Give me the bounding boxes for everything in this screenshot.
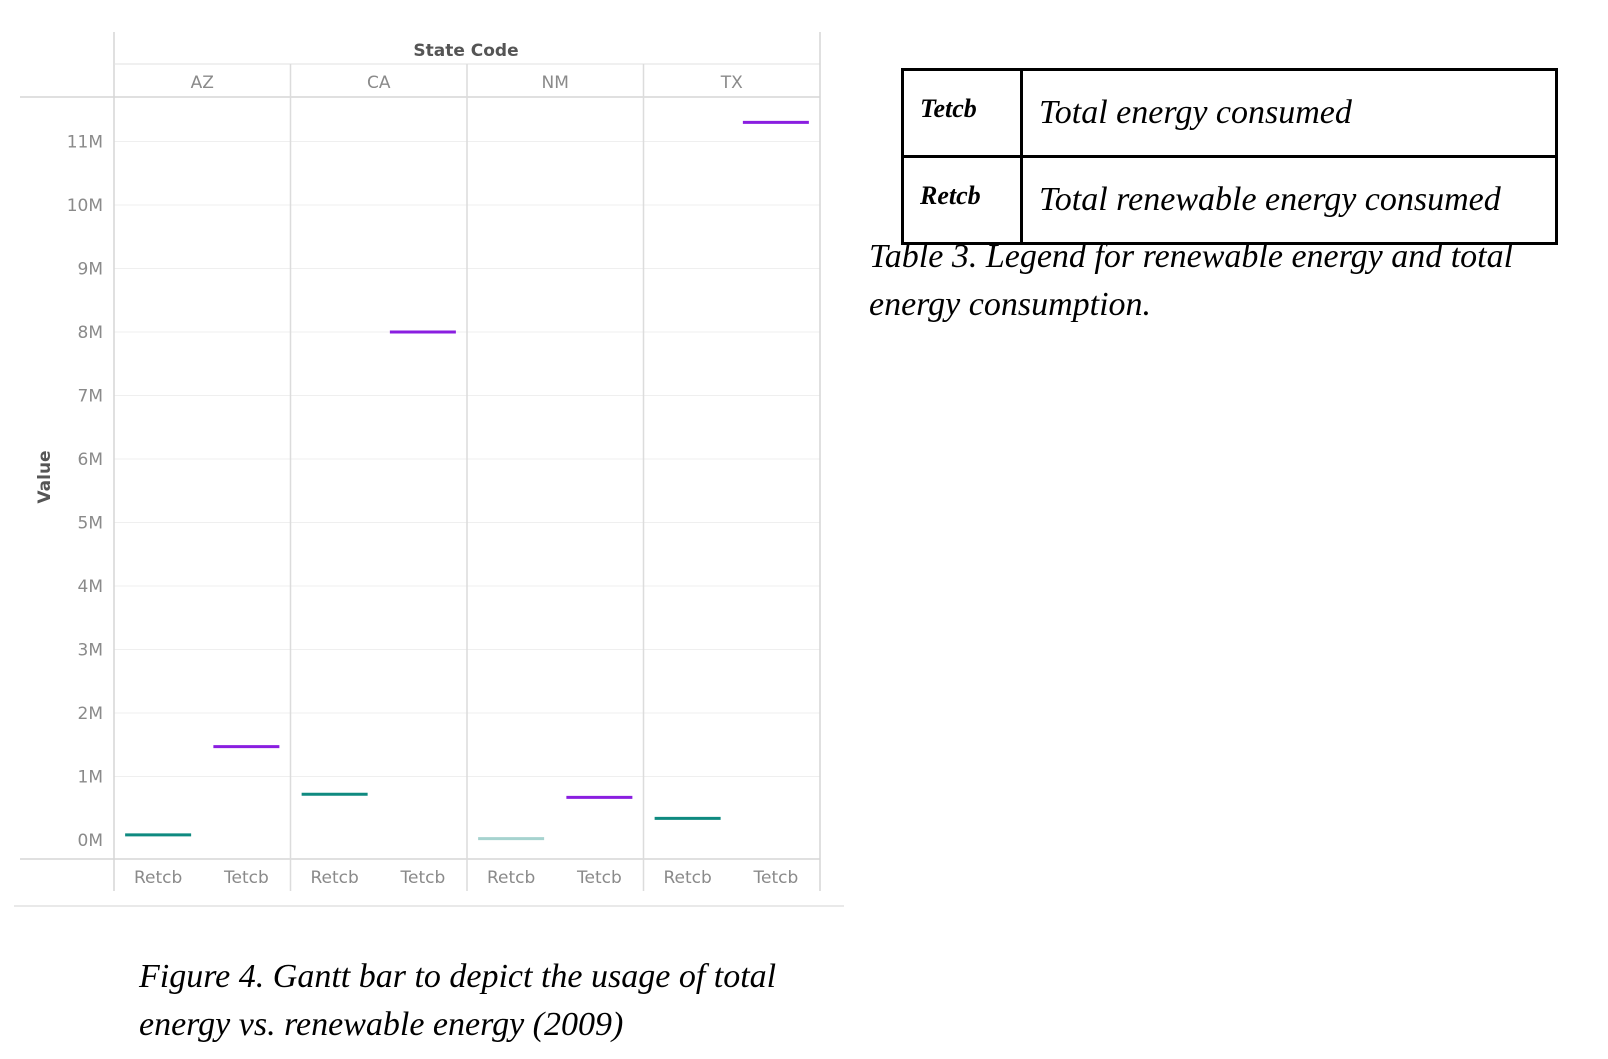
- chart-title: State Code: [413, 41, 518, 61]
- panel-headers: AZ CA NM TX: [191, 73, 744, 93]
- y-tick-label: 2M: [78, 704, 103, 724]
- y-tick-label: 11M: [67, 132, 103, 152]
- table-caption: Table 3. Legend for renewable energy and…: [869, 238, 1514, 323]
- x-tick-label: Tetcb: [576, 868, 622, 888]
- panel-header-tx: TX: [720, 73, 743, 93]
- y-axis-ticks: 0M 1M 2M 3M 4M 5M 6M 7M 8M 9M 10M 11M: [67, 132, 103, 851]
- panel-header-ca: CA: [367, 73, 391, 93]
- legend-code: Tetcb: [901, 68, 1023, 158]
- y-tick-label: 9M: [78, 259, 103, 279]
- y-axis-label: Value: [35, 450, 55, 503]
- y-tick-label: 8M: [78, 323, 103, 343]
- gantt-marks: [125, 120, 809, 841]
- panel-header-nm: NM: [542, 73, 569, 93]
- y-tick-label: 5M: [78, 513, 103, 533]
- chart-frame: [14, 32, 844, 907]
- x-tick-label: Tetcb: [223, 868, 269, 888]
- gantt-chart: State Code Value AZ CA NM TX 0M 1M 2M 3M 4M 5M 6M…: [14, 32, 844, 907]
- x-tick-label: Retcb: [663, 868, 711, 888]
- x-tick-label: Tetcb: [752, 868, 798, 888]
- y-tick-label: 7M: [78, 386, 103, 406]
- x-tick-label: Retcb: [134, 868, 182, 888]
- legend-row-retcb: Retcb Total renewable energy consumed: [901, 155, 1558, 245]
- y-tick-label: 4M: [78, 577, 103, 597]
- x-axis-ticks: Retcb Tetcb Retcb Tetcb Retcb Tetcb Retcb Tetcb: [134, 868, 798, 888]
- legend-code: Retcb: [901, 155, 1023, 245]
- y-tick-label: 6M: [78, 450, 103, 470]
- legend-table: Tetcb Total energy consumed Retcb Total …: [901, 68, 1558, 245]
- legend-row-tetcb: Tetcb Total energy consumed: [901, 68, 1558, 158]
- y-tick-label: 1M: [78, 767, 103, 787]
- y-tick-label: 10M: [67, 196, 103, 216]
- panel-header-az: AZ: [191, 73, 214, 93]
- figure-caption: Figure 4. Gantt bar to depict the usage …: [139, 958, 777, 1043]
- x-tick-label: Retcb: [310, 868, 358, 888]
- legend-description: Total energy consumed: [1020, 68, 1558, 158]
- y-tick-label: 3M: [78, 640, 103, 660]
- y-tick-label: 0M: [78, 831, 103, 851]
- legend-description: Total renewable energy consumed: [1020, 155, 1558, 245]
- x-tick-label: Tetcb: [399, 868, 445, 888]
- x-tick-label: Retcb: [487, 868, 535, 888]
